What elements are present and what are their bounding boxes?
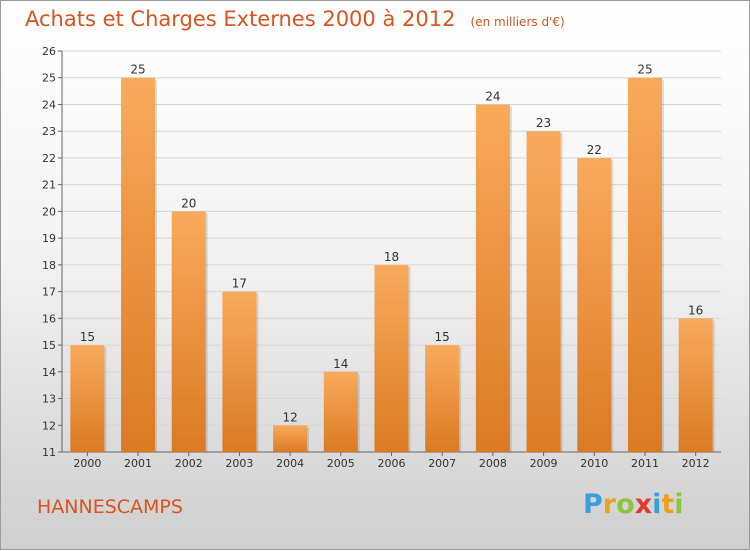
bar — [222, 291, 257, 452]
bar-value-label: 14 — [333, 357, 348, 371]
y-tick-label: 15 — [42, 339, 56, 352]
bar-value-label: 20 — [181, 196, 196, 210]
y-tick-label: 17 — [42, 286, 56, 299]
chart-title: Achats et Charges Externes 2000 à 2012 — [25, 7, 456, 31]
bar-value-label: 18 — [384, 250, 399, 264]
bar — [374, 264, 409, 452]
y-tick-label: 25 — [42, 72, 56, 85]
x-tick-label: 2004 — [276, 457, 304, 470]
x-tick-label: 2006 — [378, 457, 406, 470]
y-tick-label: 18 — [42, 259, 56, 272]
x-tick-label: 2011 — [631, 457, 659, 470]
x-tick-label: 2001 — [124, 457, 152, 470]
proxiti-logo[interactable]: Proxiti — [583, 489, 684, 520]
x-tick-label: 2010 — [580, 457, 608, 470]
y-tick-label: 26 — [42, 45, 56, 58]
labels: 15 25 20 17 12 14 18 15 24 23 22 25 16 — [80, 63, 704, 425]
bar — [273, 425, 308, 452]
bar — [627, 77, 662, 452]
logo-letter: t — [661, 489, 675, 520]
x-tick-label: 2008 — [479, 457, 507, 470]
y-tick-label: 13 — [42, 393, 56, 406]
logo-letter: x — [634, 489, 653, 520]
bar — [577, 157, 612, 452]
logo-letter: r — [602, 489, 617, 520]
commune-name: HANNESCAMPS — [37, 496, 183, 518]
bar-value-label: 24 — [485, 89, 500, 103]
chart-subtitle: (en milliers d'€) — [470, 15, 565, 29]
x-tick-label: 2009 — [530, 457, 558, 470]
x-tick-label: 2002 — [175, 457, 203, 470]
logo-letter: i — [652, 489, 662, 520]
bar-value-label: 12 — [282, 410, 297, 424]
y-tick-label: 16 — [42, 312, 56, 325]
title-block: Achats et Charges Externes 2000 à 2012 (… — [25, 7, 565, 31]
x-tick-label: 2005 — [327, 457, 355, 470]
bar — [425, 345, 460, 452]
y-tick-label: 24 — [42, 98, 56, 111]
bar-value-label: 16 — [688, 303, 703, 317]
bar-value-label: 15 — [80, 330, 95, 344]
bar-value-label: 25 — [637, 63, 652, 77]
bar — [323, 371, 358, 452]
bar-value-label: 17 — [232, 277, 247, 291]
x-tick-label: 2000 — [73, 457, 101, 470]
logo-letter: P — [583, 489, 603, 520]
bar-value-label: 15 — [435, 330, 450, 344]
bar — [121, 77, 156, 452]
bar — [171, 211, 206, 452]
x-tick-label: 2012 — [682, 457, 710, 470]
bar — [70, 345, 105, 452]
y-tick-label: 23 — [42, 125, 56, 138]
y-tick-label: 11 — [42, 446, 56, 459]
y-tick-label: 20 — [42, 205, 56, 218]
x-tick-label: 2003 — [225, 457, 253, 470]
bar-value-label: 23 — [536, 116, 551, 130]
y-tick-label: 12 — [42, 419, 56, 432]
y-tick-label: 19 — [42, 232, 56, 245]
y-tick-label: 14 — [42, 366, 56, 379]
logo-letter: i — [674, 489, 684, 520]
bar-value-label: 22 — [587, 143, 602, 157]
bar-value-label: 25 — [130, 63, 145, 77]
y-tick-label: 22 — [42, 152, 56, 165]
y-tick-label: 21 — [42, 179, 56, 192]
x-tick-label: 2007 — [428, 457, 456, 470]
logo-letter: o — [616, 489, 635, 520]
bar — [678, 318, 713, 452]
bar — [475, 104, 510, 452]
bars — [70, 77, 715, 452]
bar — [526, 131, 561, 452]
